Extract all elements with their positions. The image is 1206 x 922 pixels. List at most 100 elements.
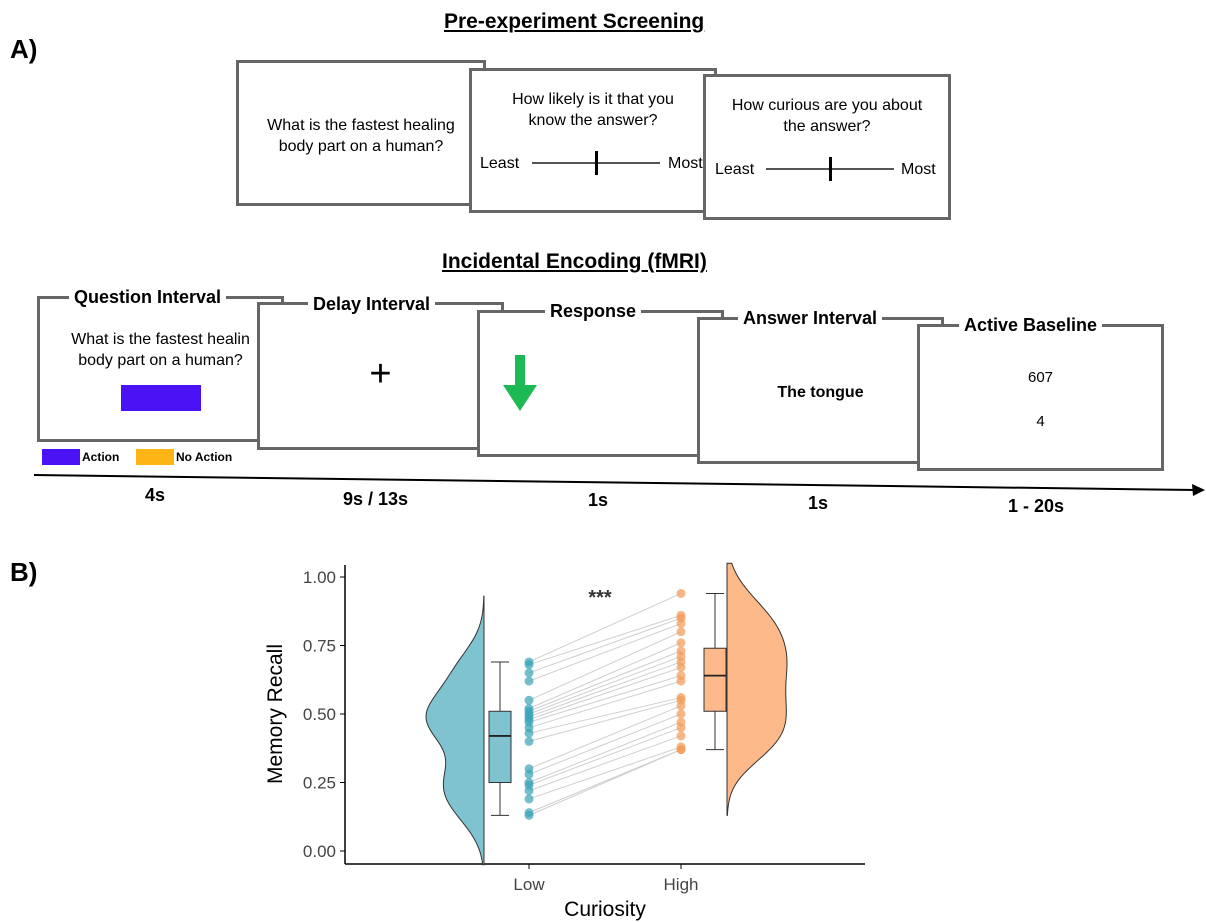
- paired-line: [528, 735, 682, 792]
- high-data-point: [676, 588, 686, 598]
- paired-line: [528, 705, 682, 770]
- paired-line: [528, 642, 682, 709]
- low-data-point: [524, 769, 534, 779]
- response-title: Response: [545, 301, 642, 322]
- paired-line: [528, 713, 682, 775]
- active-baseline-title: Active Baseline: [959, 315, 1103, 336]
- x-tick-label-low: Low: [513, 875, 545, 894]
- likelihood-scale-right: Most: [668, 155, 703, 172]
- y-tick-label: 0.00: [303, 842, 336, 861]
- paired-line: [528, 661, 682, 718]
- encoding-title: Incidental Encoding (fMRI): [442, 250, 707, 273]
- low-data-point: [524, 786, 534, 796]
- y-axis-label: Memory Recall: [264, 644, 287, 784]
- paired-line: [528, 631, 682, 701]
- y-tick-label: 0.50: [303, 705, 336, 724]
- timeline-label-delay: 9s / 13s: [343, 489, 409, 509]
- panel-a-label: A): [10, 34, 38, 64]
- question-interval-line-1: What is the fastest healin: [71, 331, 250, 348]
- timeline-label-baseline: 1 - 20s: [1008, 496, 1065, 516]
- legend-no-action-label: No Action: [176, 450, 233, 464]
- question-interval-card: What is the fastest healin body part on …: [37, 296, 284, 442]
- timeline-label-response: 1s: [588, 490, 609, 510]
- legend-action-label: Action: [82, 450, 120, 464]
- paired-line: [528, 617, 682, 674]
- action-cue-rectangle: [121, 385, 201, 411]
- significance-annotation: ***: [588, 587, 612, 609]
- timeline-label-question: 4s: [145, 485, 166, 505]
- active-baseline-card: 607 4: [917, 324, 1164, 471]
- low-data-point: [524, 728, 534, 738]
- screening-title: Pre-experiment Screening: [444, 10, 705, 33]
- answer-interval-title: Answer Interval: [738, 308, 883, 329]
- screening-question-card: What is the fastest healing body part on…: [236, 60, 486, 206]
- low-data-point: [524, 660, 534, 670]
- high-data-point: [676, 701, 686, 711]
- delay-interval-title: Delay Interval: [308, 294, 436, 315]
- high-density-cloud: [726, 562, 788, 816]
- paired-line: [528, 746, 682, 800]
- likelihood-rating-card: How likely is it that you know the answe…: [469, 68, 717, 213]
- high-data-point: [676, 745, 686, 755]
- high-data-point: [676, 638, 686, 648]
- low-data-point: [524, 676, 534, 686]
- paired-line: [528, 650, 682, 712]
- curiosity-rating-card: How curious are you about the answer? Le…: [703, 74, 951, 220]
- baseline-number-top: 607: [1027, 369, 1054, 386]
- panel-b-label: B): [10, 557, 38, 587]
- timeline-axis: [33, 474, 1205, 496]
- legend-action-swatch: [42, 449, 80, 465]
- delay-interval-card: +: [257, 302, 504, 450]
- high-data-point: [676, 627, 686, 637]
- paired-line: [528, 721, 682, 783]
- question-interval-line-2: body part on a human?: [78, 352, 243, 369]
- low-data-point: [524, 810, 534, 820]
- timeline-label-answer: 1s: [808, 493, 829, 513]
- fixation-cross: +: [369, 353, 392, 395]
- high-data-point: [676, 619, 686, 629]
- curiosity-question-line-2: the answer?: [783, 118, 871, 135]
- paired-line: [528, 727, 682, 786]
- down-arrow-icon: [503, 355, 537, 411]
- low-data-point: [524, 794, 534, 804]
- paired-line: [528, 614, 682, 666]
- low-boxplot-box: [488, 710, 512, 783]
- curiosity-scale-right: Most: [901, 161, 936, 178]
- screening-question-line-2: body part on a human?: [278, 138, 444, 155]
- paired-line: [528, 680, 682, 729]
- likelihood-scale-left: Least: [480, 155, 520, 172]
- likelihood-question-line-1: How likely is it that you: [512, 91, 674, 108]
- answer-interval-card: The tongue: [697, 317, 944, 464]
- paired-line: [528, 675, 682, 723]
- y-tick-label: 0.25: [303, 774, 336, 793]
- low-data-point: [524, 668, 534, 678]
- answer-text: The tongue: [777, 384, 864, 401]
- likelihood-question-line-2: know the answer?: [528, 112, 658, 129]
- y-tick-label: 1.00: [303, 568, 336, 587]
- likelihood-slider-handle[interactable]: [595, 151, 598, 175]
- curiosity-question-line-1: How curious are you about: [731, 97, 923, 114]
- x-axis-label: Curiosity: [564, 898, 646, 921]
- high-data-point: [676, 662, 686, 672]
- curiosity-scale-left: Least: [715, 161, 755, 178]
- paired-line: [528, 699, 682, 742]
- paired-line: [528, 655, 682, 715]
- low-data-point: [524, 736, 534, 746]
- curiosity-slider-handle[interactable]: [829, 157, 832, 181]
- paired-line: [528, 623, 682, 682]
- legend-no-action-swatch: [136, 449, 174, 465]
- x-tick-label-high: High: [664, 875, 699, 894]
- high-data-point: [676, 676, 686, 686]
- paired-line: [528, 666, 682, 720]
- response-card: [477, 310, 724, 457]
- baseline-number-bottom: 4: [1036, 413, 1045, 430]
- high-data-point: [676, 731, 686, 741]
- question-interval-title: Question Interval: [69, 287, 227, 308]
- y-tick-label: 0.75: [303, 637, 336, 656]
- high-boxplot-box: [703, 647, 727, 712]
- high-data-point: [676, 709, 686, 719]
- low-density-cloud: [425, 595, 485, 866]
- high-data-point: [676, 723, 686, 733]
- paired-line: [528, 592, 682, 663]
- paired-line: [528, 749, 682, 816]
